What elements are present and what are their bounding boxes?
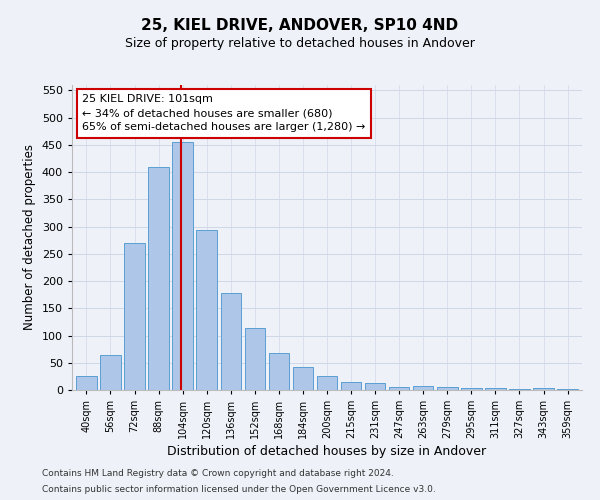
Bar: [557, 389, 578, 390]
Bar: [413, 386, 433, 390]
Text: 25 KIEL DRIVE: 101sqm
← 34% of detached houses are smaller (680)
65% of semi-det: 25 KIEL DRIVE: 101sqm ← 34% of detached …: [82, 94, 365, 132]
Bar: [196, 230, 217, 390]
Bar: [245, 328, 265, 390]
Bar: [485, 388, 506, 390]
Bar: [365, 384, 385, 390]
Text: Contains public sector information licensed under the Open Government Licence v3: Contains public sector information licen…: [42, 486, 436, 494]
Bar: [100, 354, 121, 390]
Bar: [317, 376, 337, 390]
Bar: [124, 243, 145, 390]
Bar: [509, 389, 530, 390]
Bar: [172, 142, 193, 390]
Bar: [293, 367, 313, 390]
Text: Contains HM Land Registry data © Crown copyright and database right 2024.: Contains HM Land Registry data © Crown c…: [42, 469, 394, 478]
Bar: [461, 388, 482, 390]
Bar: [221, 293, 241, 390]
Bar: [437, 388, 458, 390]
Bar: [269, 353, 289, 390]
Bar: [533, 388, 554, 390]
Bar: [76, 376, 97, 390]
Y-axis label: Number of detached properties: Number of detached properties: [23, 144, 36, 330]
Bar: [389, 386, 409, 390]
Text: Size of property relative to detached houses in Andover: Size of property relative to detached ho…: [125, 38, 475, 51]
X-axis label: Distribution of detached houses by size in Andover: Distribution of detached houses by size …: [167, 446, 487, 458]
Bar: [148, 166, 169, 390]
Bar: [341, 382, 361, 390]
Text: 25, KIEL DRIVE, ANDOVER, SP10 4ND: 25, KIEL DRIVE, ANDOVER, SP10 4ND: [142, 18, 458, 32]
